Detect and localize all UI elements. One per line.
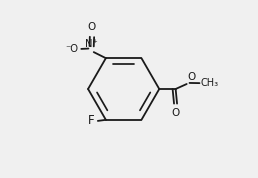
Text: ⁻O: ⁻O [65, 44, 78, 54]
Text: O: O [87, 22, 96, 32]
Text: N⁺: N⁺ [85, 39, 98, 49]
Text: O: O [187, 72, 196, 82]
Text: O: O [172, 108, 180, 117]
Text: F: F [88, 114, 95, 127]
Text: CH₃: CH₃ [201, 78, 219, 88]
